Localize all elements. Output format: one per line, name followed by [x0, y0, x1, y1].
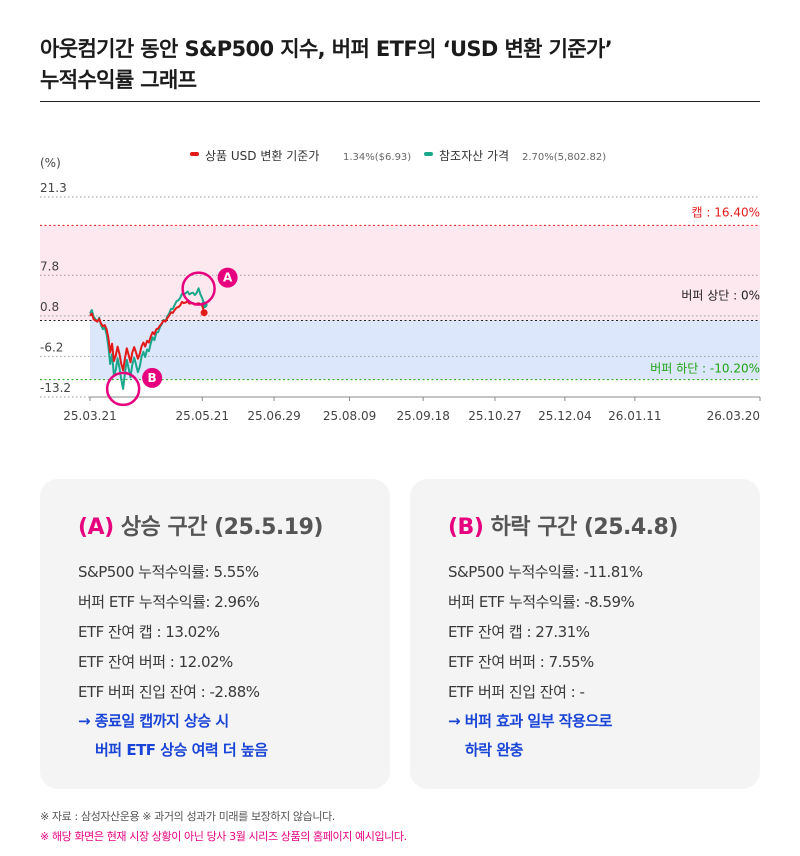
level-label: 캡 : 16.40% — [692, 205, 760, 219]
title-line-2: 누적수익률 그래프 — [40, 68, 197, 92]
panel-a-line: ETF 잔여 버퍼 : 12.02% — [78, 653, 233, 671]
footnote-source: ※ 자료 : 삼성자산운용 ※ 과거의 성과가 미래를 보장하지 않습니다. — [40, 810, 335, 823]
panel-b-line: ETF 잔여 버퍼 : 7.55% — [448, 653, 594, 671]
cap-zone-band — [40, 225, 760, 321]
y-tick-label: -13.2 — [40, 381, 71, 395]
annotation-circle — [105, 371, 141, 407]
panel-b-note-2: 하락 완충 — [465, 741, 523, 759]
level-label: 버퍼 상단 : 0% — [681, 288, 760, 302]
annotation-badge — [142, 367, 163, 388]
x-tick-label: 25.03.21 — [63, 409, 116, 423]
panel-b-line: 버퍼 ETF 누적수익률: -8.59% — [448, 593, 635, 611]
panel-b-line: S&P500 누적수익률: -11.81% — [448, 563, 643, 581]
series-line — [89, 287, 206, 390]
legend-swatch — [424, 152, 433, 156]
y-tick-label: 21.3 — [40, 181, 67, 195]
y-tick-label: 7.8 — [40, 259, 59, 273]
page-title: 아웃컴기간 동안 S&P500 지수, 버퍼 ETF의 ‘USD 변환 기준가’… — [40, 34, 760, 96]
legend-detail: 1.34%($6.93) — [343, 152, 411, 163]
panel-b-heading: (B) 하락 구간 (25.4.8) — [448, 509, 760, 541]
x-tick-label: 25.12.04 — [538, 409, 591, 423]
x-tick-label: 25.09.18 — [396, 409, 449, 423]
legend-label: 상품 USD 변환 기준가 — [205, 149, 319, 163]
legend-swatch — [190, 152, 199, 156]
x-tick-label: 25.10.27 — [468, 409, 521, 423]
panel-a-note-2: 버퍼 ETF 상승 여력 더 높음 — [95, 741, 268, 759]
y-axis-label: (%) — [40, 156, 61, 170]
y-tick-label: 0.8 — [40, 300, 59, 314]
title-line-1: 아웃컴기간 동안 S&P500 지수, 버퍼 ETF의 ‘USD 변환 기준가’ — [40, 37, 613, 61]
panel-a-title: 상승 구간 (25.5.19) — [120, 515, 324, 540]
x-tick-label: 25.05.21 — [176, 409, 229, 423]
x-tick-label: 26.03.20 — [707, 409, 760, 423]
panel-a-heading: (A) 상승 구간 (25.5.19) — [78, 509, 390, 541]
panel-a-line: S&P500 누적수익률: 5.55% — [78, 563, 259, 581]
x-tick-label: 25.08.09 — [323, 409, 376, 423]
x-tick-label: 26.01.11 — [608, 409, 661, 423]
cumulative-return-chart: 21.3 7.8 0.8 -6.2 -13.2 (%) 캡 : 16.40% 버퍼 상단 : … — [40, 149, 761, 423]
panel-b: (B) 하락 구간 (25.4.8) S&P500 누적수익률: -11.81%… — [410, 479, 760, 789]
panel-a-letter: (A) — [78, 515, 114, 540]
panel-a-line: ETF 버퍼 진입 잔여 : -2.88% — [78, 683, 260, 701]
panel-a-line: 버퍼 ETF 누적수익률: 2.96% — [78, 593, 260, 611]
legend-label: 참조자산 가격 — [439, 149, 509, 163]
annotation-badge — [217, 267, 238, 288]
panel-a: (A) 상승 구간 (25.5.19) S&P500 누적수익률: 5.55% … — [40, 479, 390, 789]
series-line — [89, 300, 206, 372]
panel-b-title: 하락 구간 (25.4.8) — [490, 515, 679, 540]
panel-b-line: ETF 버퍼 진입 잔여 : - — [448, 683, 585, 701]
title-divider — [40, 101, 760, 102]
y-tick-label: -6.2 — [40, 340, 63, 354]
footnote-disclaimer: ※ 해당 화면은 현재 시장 상황이 아닌 당사 3월 시리즈 상품의 홈페이지… — [40, 830, 407, 843]
legend-detail: 2.70%(5,802.82) — [522, 152, 606, 163]
x-tick-label: 25.06.29 — [247, 409, 300, 423]
buffer-zone-band — [90, 320, 760, 380]
panel-b-letter: (B) — [448, 515, 484, 540]
annotation-circle — [181, 271, 216, 306]
panel-b-note-1: → 버퍼 효과 일부 작용으로 — [448, 712, 612, 730]
panel-a-line: ETF 잔여 캡 : 13.02% — [78, 623, 220, 641]
panel-b-line: ETF 잔여 캡 : 27.31% — [448, 623, 590, 641]
panel-a-note-1: → 종료일 캡까지 상승 시 — [78, 712, 229, 730]
annotation-letter: A — [223, 271, 233, 285]
series-end-point — [200, 309, 208, 317]
level-label: 버퍼 하단 : -10.20% — [650, 362, 760, 376]
annotation-letter: B — [148, 371, 157, 385]
